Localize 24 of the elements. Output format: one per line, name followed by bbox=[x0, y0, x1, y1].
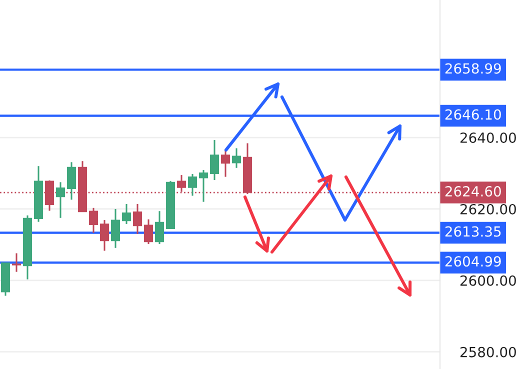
ref-line-label: 2646.10 bbox=[445, 109, 501, 120]
candlestick bbox=[122, 203, 132, 225]
candlestick bbox=[56, 181, 66, 219]
ref-line-label: 2604.99 bbox=[445, 256, 501, 267]
ref-line-label: 2624.60 bbox=[445, 186, 501, 197]
candlestick bbox=[154, 210, 164, 245]
candlestick bbox=[188, 173, 198, 197]
ref-line-label: 2658.99 bbox=[445, 63, 501, 74]
candlestick bbox=[220, 150, 230, 178]
candlestick bbox=[198, 169, 208, 203]
candlestick bbox=[88, 207, 98, 234]
candlestick bbox=[100, 219, 110, 252]
y-tick-label: 2640.00 bbox=[460, 132, 516, 143]
candlestick bbox=[110, 208, 120, 249]
candlestick bbox=[144, 218, 154, 245]
candlestick bbox=[132, 203, 142, 235]
candlestick bbox=[210, 139, 220, 181]
y-tick-label: 2580.00 bbox=[460, 346, 516, 358]
y-tick-label: 2600.00 bbox=[460, 275, 516, 286]
candlestick bbox=[12, 252, 22, 273]
y-tick-label: 2620.00 bbox=[460, 204, 516, 214]
candlestick bbox=[66, 161, 76, 200]
ref-line-label: 2613.35 bbox=[445, 226, 501, 237]
candlestick bbox=[232, 147, 242, 169]
